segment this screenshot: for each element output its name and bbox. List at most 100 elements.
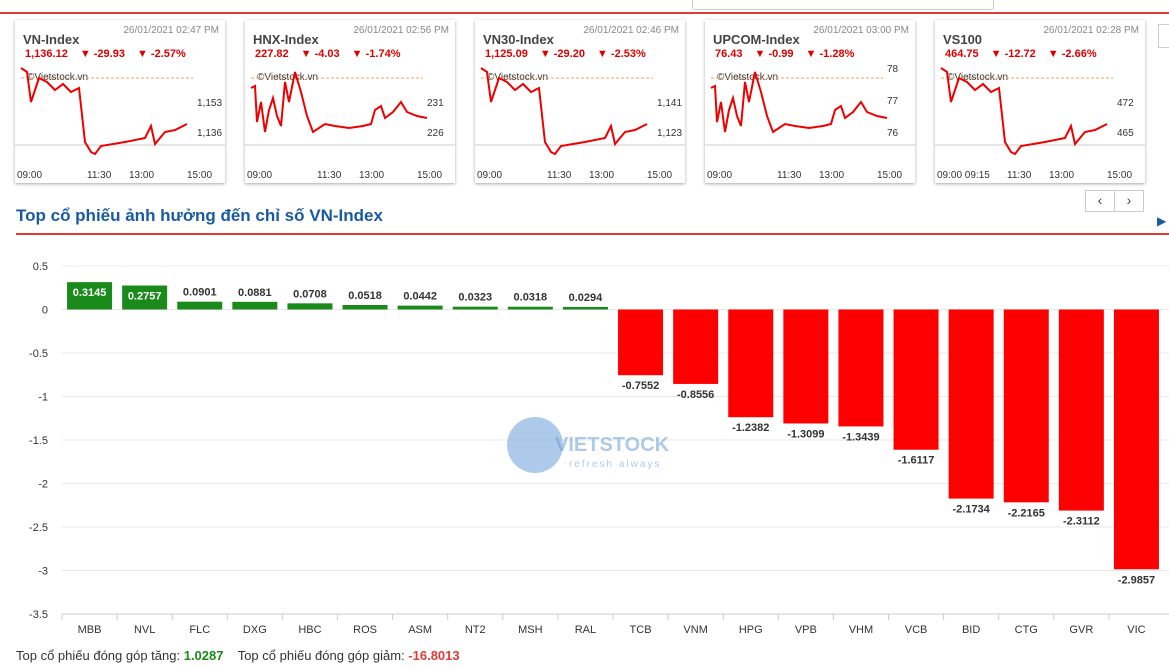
- x-tick-label: BID: [962, 624, 980, 636]
- watermark-tagline: refresh always: [569, 459, 661, 470]
- bar-flc: [177, 301, 223, 310]
- card-x-label: 11:30: [87, 170, 112, 181]
- card-sparkline: [245, 71, 455, 146]
- card-price-line: [20, 67, 188, 156]
- x-tick-label: MSH: [518, 624, 543, 636]
- bar-vnm: [673, 309, 719, 384]
- card-x-label: 13:00: [819, 170, 845, 181]
- card-change: ▼ -29.93: [79, 48, 125, 60]
- card-x-label: 11:30: [317, 170, 342, 181]
- card-x-label: 11:30: [547, 170, 572, 181]
- side-toggle[interactable]: [1158, 24, 1169, 48]
- card-price-line: [940, 67, 1108, 156]
- card-timestamp: 26/01/2021 02:47 PM: [123, 25, 219, 36]
- bar-nt2: [452, 306, 498, 310]
- index-card-vs100[interactable]: VS100 26/01/2021 02:28 PM 464.75 ▼ -12.72 ▼ …: [935, 20, 1145, 183]
- card-x-label: 13:00: [1049, 170, 1075, 181]
- card-pct: ▼ -2.66%: [1047, 48, 1097, 60]
- bar-bid: [948, 309, 994, 499]
- y-tick-label: -1: [38, 392, 48, 404]
- card-x-label: 11:30: [1007, 170, 1032, 181]
- card-values: 227.82 ▼ -4.03 ▼ -1.74%: [255, 48, 412, 60]
- top-search-box[interactable]: [692, 0, 994, 10]
- y-tick-label: -3: [38, 566, 48, 578]
- card-x-label: 15:00: [1107, 170, 1133, 181]
- card-pct: ▼ -1.74%: [351, 48, 401, 60]
- x-tick-label: VPB: [795, 624, 817, 636]
- card-sparkline: [475, 67, 685, 156]
- card-y-label: 1,153: [197, 98, 223, 109]
- card-y-label: 1,123: [657, 128, 683, 139]
- data-label: 0.0294: [569, 292, 604, 304]
- card-change: ▼ -12.72: [990, 48, 1036, 60]
- card-change: ▼ -4.03: [300, 48, 340, 60]
- y-tick-label: -1.5: [29, 435, 48, 447]
- x-tick-label: TCB: [630, 624, 652, 636]
- card-sparkline: [935, 67, 1145, 156]
- index-card-vn-index[interactable]: VN-Index 26/01/2021 02:47 PM 1,136.12 ▼ -29…: [15, 20, 225, 183]
- index-card-vn30-index[interactable]: VN30-Index 26/01/2021 02:46 PM 1,125.09 ▼ -…: [475, 20, 685, 183]
- y-tick-label: -3.5: [29, 609, 48, 621]
- card-y-label: 1,136: [197, 128, 223, 139]
- prev-button[interactable]: ‹: [1085, 190, 1115, 212]
- card-value: 227.82: [255, 48, 289, 60]
- y-tick-label: -2.5: [29, 522, 48, 534]
- card-x-label: 15:00: [187, 170, 213, 181]
- bar-ctg: [1003, 309, 1049, 503]
- card-pct: ▼ -1.28%: [805, 48, 855, 60]
- data-label: 0.0901: [183, 287, 217, 299]
- bar-nvl: [122, 285, 168, 310]
- x-tick-label: VIC: [1127, 624, 1145, 636]
- data-label: 0.0318: [514, 292, 548, 304]
- data-label: -2.1734: [952, 504, 990, 516]
- card-value: 1,136.12: [25, 48, 68, 60]
- card-y-label: 465: [1117, 128, 1134, 139]
- card-timestamp: 26/01/2021 03:00 PM: [813, 25, 909, 36]
- footer-up-value: 1.0287: [183, 648, 224, 663]
- data-label: -1.2382: [732, 422, 769, 434]
- watermark-logo-icon: [507, 417, 563, 473]
- vnindex-impact-chart: 0.5 0 -0.5 -1 -1.5 -2 -2.5 -3 -3.5 VIETSTOCK refre…: [29, 261, 1169, 636]
- footer-up-label: Top cổ phiếu đóng góp tăng:: [16, 648, 181, 663]
- card-pct: ▼ -2.53%: [596, 48, 646, 60]
- data-label: -0.7552: [622, 380, 659, 392]
- card-x-label: 15:00: [417, 170, 443, 181]
- card-price-line: [250, 71, 428, 134]
- data-label: -2.3112: [1063, 516, 1100, 528]
- x-tick-label: ASM: [408, 624, 432, 636]
- data-label: -0.8556: [677, 389, 714, 401]
- card-title: VN30-Index: [483, 32, 554, 47]
- x-tick-label: ROS: [353, 624, 377, 636]
- data-label: 0.0442: [403, 291, 437, 303]
- index-card-upcom-index[interactable]: UPCOM-Index 26/01/2021 03:00 PM 76.43 ▼ -0.…: [705, 20, 915, 183]
- footer-summary: Top cổ phiếu đóng góp tăng: 1.0287 Top c…: [16, 648, 460, 663]
- x-tick-label: GVR: [1069, 624, 1093, 636]
- x-tick-label: CTG: [1015, 624, 1038, 636]
- footer-down-label: Top cổ phiếu đóng góp giảm:: [237, 648, 405, 663]
- index-card-hnx-index[interactable]: HNX-Index 26/01/2021 02:56 PM 227.82 ▼ -4.0…: [245, 20, 455, 183]
- card-title: UPCOM-Index: [713, 32, 800, 47]
- bar-msh: [507, 306, 553, 310]
- card-price-line: [480, 67, 648, 156]
- data-label: 0.0881: [238, 287, 272, 299]
- card-pct: ▼ -2.57%: [136, 48, 186, 60]
- bar-gvr: [1058, 309, 1104, 511]
- bar-ros: [342, 304, 388, 310]
- data-label: -1.6117: [898, 455, 935, 467]
- card-x-label: 13:00: [359, 170, 385, 181]
- card-title: VN-Index: [23, 32, 80, 47]
- expand-arrow-icon[interactable]: ▶: [1157, 214, 1167, 228]
- card-x-label: 09:00: [707, 170, 733, 181]
- card-x-label: 15:00: [877, 170, 903, 181]
- top-header-bar: [0, 0, 1169, 14]
- card-values: 1,125.09 ▼ -29.20 ▼ -2.53%: [485, 48, 658, 60]
- bar-vcb: [893, 309, 939, 450]
- next-button[interactable]: ›: [1114, 190, 1144, 212]
- x-tick-label: NT2: [465, 624, 486, 636]
- card-value: 1,125.09: [485, 48, 528, 60]
- bar-vpb: [783, 309, 829, 424]
- card-sparkline: [15, 67, 225, 156]
- data-label: -1.3439: [842, 431, 879, 443]
- x-tick-label: VCB: [905, 624, 928, 636]
- x-tick-label: HPG: [739, 624, 763, 636]
